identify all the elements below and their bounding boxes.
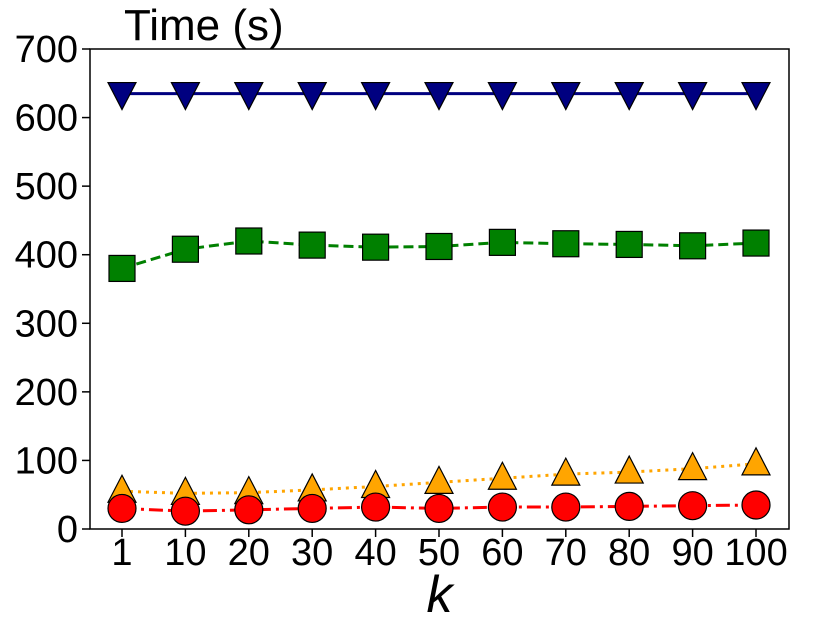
series-1	[107, 81, 771, 111]
x-tick-label: 20	[228, 532, 270, 574]
data-point	[424, 465, 454, 494]
data-point	[361, 492, 391, 522]
data-point	[550, 456, 581, 486]
x-tick-label: 70	[545, 532, 587, 574]
data-point	[425, 232, 453, 261]
series-4	[107, 490, 771, 526]
data-point	[550, 81, 581, 111]
y-tick-label: 400	[15, 235, 78, 277]
data-point	[424, 493, 454, 524]
x-tick-label: 50	[418, 532, 460, 574]
y-tick-label: 700	[15, 29, 78, 71]
data-point	[677, 491, 708, 521]
x-tick-label: 30	[291, 532, 333, 574]
data-point	[741, 81, 771, 111]
x-tick-label: 10	[164, 532, 206, 574]
series-layer	[107, 81, 771, 526]
data-point	[170, 496, 200, 526]
data-point	[233, 81, 264, 111]
series-3	[107, 446, 771, 505]
data-point	[678, 232, 707, 260]
y-tick-label: 200	[15, 372, 78, 414]
data-point	[297, 493, 327, 524]
x-tick-label: 1	[111, 532, 132, 574]
data-point	[742, 229, 770, 257]
data-point	[741, 446, 771, 476]
x-tick-label: 40	[354, 532, 396, 574]
y-tick-label: 600	[15, 98, 78, 140]
x-axis-label: k	[427, 566, 456, 623]
data-point	[298, 231, 326, 259]
data-point	[614, 491, 644, 521]
data-point	[552, 230, 580, 258]
data-point	[171, 235, 199, 263]
series-2	[108, 227, 770, 283]
y-tick-label: 0	[57, 509, 78, 551]
data-point	[614, 81, 645, 111]
data-point	[487, 460, 518, 490]
data-point	[487, 81, 518, 111]
data-point	[551, 492, 581, 522]
series-line	[121, 462, 757, 495]
data-point	[235, 227, 263, 255]
x-tick-label: 60	[481, 532, 523, 574]
data-point	[677, 81, 708, 111]
data-point	[677, 451, 708, 481]
data-point	[297, 81, 328, 111]
data-point	[487, 492, 517, 522]
data-point	[614, 454, 645, 484]
x-tick-label: 100	[724, 532, 787, 574]
y-axis: 0 100 200 300 400 500 600 700	[15, 29, 90, 551]
x-axis: 1 10 20 30 40 50 60 70 80 90 100	[111, 529, 788, 574]
data-point	[362, 233, 390, 261]
data-point	[615, 230, 643, 259]
data-point	[488, 228, 516, 256]
y-tick-label: 100	[15, 440, 78, 482]
data-point	[107, 81, 137, 111]
data-point	[741, 490, 771, 520]
data-point	[424, 81, 454, 111]
plot-frame	[89, 48, 790, 530]
y-tick-label: 300	[15, 303, 78, 345]
data-point	[234, 495, 264, 525]
x-tick-label: 90	[671, 532, 713, 574]
y-tick-label: 500	[15, 166, 78, 208]
data-point	[108, 254, 136, 283]
chart-title: Time (s)	[124, 1, 284, 50]
x-tick-label: 80	[608, 532, 650, 574]
data-point	[170, 81, 201, 111]
data-point	[107, 493, 137, 524]
data-point	[360, 81, 391, 111]
